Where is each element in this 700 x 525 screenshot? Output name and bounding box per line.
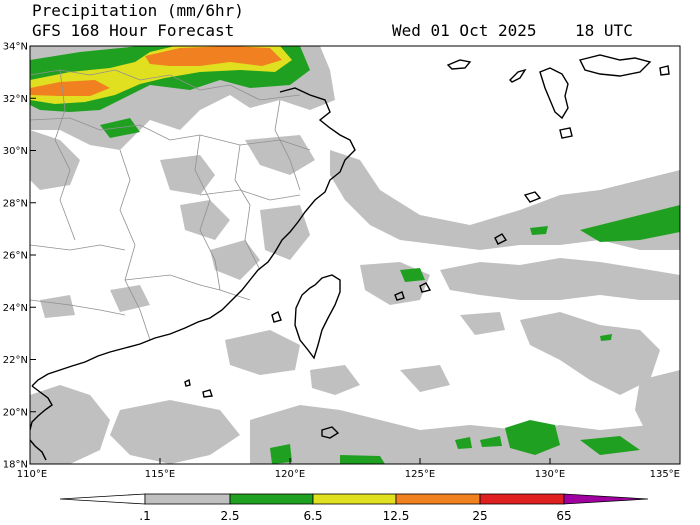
- colorbar-label: 65: [556, 509, 571, 523]
- province-borders: [30, 69, 311, 341]
- lon-label: 115°E: [145, 469, 175, 480]
- very-heavy-precip-areas: [30, 46, 282, 96]
- map-title: Precipitation (mm/6hr): [32, 1, 244, 20]
- lat-label: 24°N: [3, 303, 28, 314]
- lat-label: 28°N: [3, 198, 28, 209]
- colorbar-labels: .1 2.5 6.5 12.5 25 65: [139, 509, 571, 523]
- valid-time: Wed 01 Oct 2025 18 UTC: [392, 21, 633, 40]
- colorbar-segment-yellow: [312, 493, 397, 505]
- colorbar-label: 2.5: [220, 509, 239, 523]
- lat-label: 22°N: [3, 355, 28, 366]
- lat-label: 18°N: [3, 460, 28, 471]
- colorbar-segment-orange: [395, 493, 481, 505]
- colorbar-segment-grey: [144, 493, 231, 505]
- colorbar-label: 6.5: [303, 509, 322, 523]
- lon-label: 110°E: [17, 469, 47, 480]
- lon-label: 135°E: [650, 469, 680, 480]
- colorbar-label: .1: [139, 509, 150, 523]
- coastlines: [30, 54, 670, 461]
- colorbar: .1 2.5 6.5 12.5 25 65: [59, 493, 649, 523]
- lat-label: 26°N: [3, 251, 28, 262]
- colorbar-segment-red: [479, 493, 565, 505]
- lat-label: 32°N: [3, 94, 28, 105]
- lon-label: 125°E: [405, 469, 435, 480]
- colorbar-segment-green: [229, 493, 314, 505]
- lon-label: 130°E: [535, 469, 565, 480]
- map-subtitle: GFS 168 Hour Forecast: [32, 21, 235, 40]
- colorbar-segment-white: [59, 493, 146, 505]
- longitude-axis: 110°E 115°E 120°E 125°E 130°E 135°E: [17, 458, 681, 480]
- colorbar-label: 25: [472, 509, 487, 523]
- lon-label: 120°E: [275, 469, 305, 480]
- lat-label: 30°N: [3, 146, 28, 157]
- latitude-axis: 34°N 32°N 30°N 28°N 26°N 24°N 22°N 20°N 18°N: [3, 42, 36, 471]
- colorbar-label: 12.5: [383, 509, 410, 523]
- lat-label: 34°N: [3, 42, 28, 53]
- map-area: [30, 46, 680, 464]
- colorbar-segment-purple: [563, 493, 649, 505]
- lat-label: 20°N: [3, 407, 28, 418]
